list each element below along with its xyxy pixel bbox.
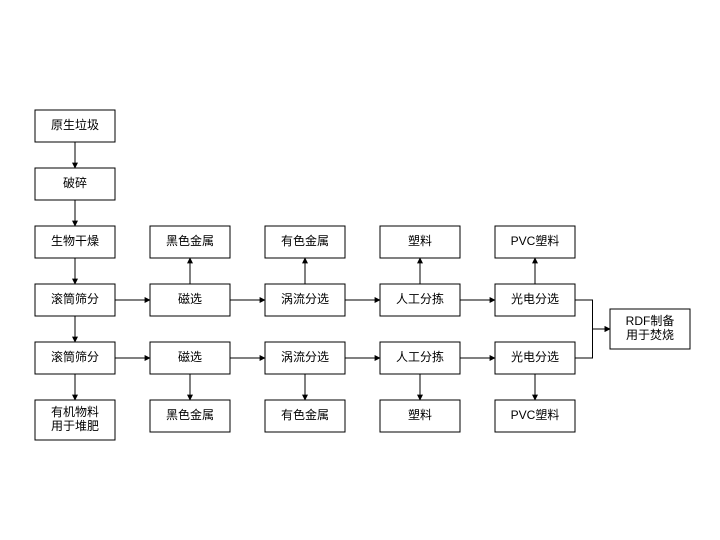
node-o3b: 塑料 bbox=[380, 400, 460, 432]
node-m1a: 磁选 bbox=[150, 284, 230, 316]
node-n3: 生物干燥 bbox=[35, 226, 115, 258]
node-o3a: 塑料 bbox=[380, 226, 460, 258]
node-label: 原生垃圾 bbox=[51, 117, 99, 132]
node-label: 黑色金属 bbox=[166, 407, 214, 422]
node-label: 用于焚烧 bbox=[626, 328, 674, 342]
node-m4a: 光电分选 bbox=[495, 284, 575, 316]
node-label: 滚筒筛分 bbox=[51, 349, 99, 364]
node-label: 黑色金属 bbox=[166, 233, 214, 248]
node-label: 光电分选 bbox=[511, 292, 559, 306]
node-label: 磁选 bbox=[178, 349, 202, 364]
node-label: RDF制备 bbox=[626, 314, 675, 328]
node-m2a: 涡流分选 bbox=[265, 284, 345, 316]
node-o2a: 有色金属 bbox=[265, 226, 345, 258]
node-n4: 滚筒筛分 bbox=[35, 284, 115, 316]
node-n5: 滚筒筛分 bbox=[35, 342, 115, 374]
node-label: 破碎 bbox=[63, 175, 87, 190]
node-n6: 有机物料用于堆肥 bbox=[35, 400, 115, 440]
node-label: PVC塑料 bbox=[511, 233, 560, 248]
node-label: PVC塑料 bbox=[511, 407, 560, 422]
node-label: 磁选 bbox=[178, 291, 202, 306]
node-label: 涡流分选 bbox=[281, 292, 329, 306]
node-m4b: 光电分选 bbox=[495, 342, 575, 374]
node-label: 人工分拣 bbox=[396, 349, 444, 364]
node-label: 有色金属 bbox=[281, 407, 329, 422]
node-m3a: 人工分拣 bbox=[380, 284, 460, 316]
node-label: 塑料 bbox=[408, 407, 432, 422]
node-o1a: 黑色金属 bbox=[150, 226, 230, 258]
node-label: 人工分拣 bbox=[396, 291, 444, 306]
node-label: 有色金属 bbox=[281, 233, 329, 248]
node-label: 光电分选 bbox=[511, 350, 559, 364]
node-label: 生物干燥 bbox=[51, 234, 99, 248]
node-o4b: PVC塑料 bbox=[495, 400, 575, 432]
node-o1b: 黑色金属 bbox=[150, 400, 230, 432]
node-m1b: 磁选 bbox=[150, 342, 230, 374]
node-m2b: 涡流分选 bbox=[265, 342, 345, 374]
edge-m4b-rdf bbox=[575, 329, 610, 358]
node-label: 有机物料 bbox=[51, 405, 99, 419]
node-label: 涡流分选 bbox=[281, 350, 329, 364]
node-m3b: 人工分拣 bbox=[380, 342, 460, 374]
node-o4a: PVC塑料 bbox=[495, 226, 575, 258]
edge-m4a-rdf bbox=[575, 300, 610, 329]
node-o2b: 有色金属 bbox=[265, 400, 345, 432]
flowchart-canvas: 原生垃圾破碎生物干燥滚筒筛分滚筒筛分有机物料用于堆肥磁选磁选黑色金属黑色金属涡流… bbox=[0, 0, 720, 540]
node-label: 塑料 bbox=[408, 233, 432, 248]
node-n1: 原生垃圾 bbox=[35, 110, 115, 142]
node-n2: 破碎 bbox=[35, 168, 115, 200]
node-rdf: RDF制备用于焚烧 bbox=[610, 309, 690, 349]
node-label: 用于堆肥 bbox=[51, 419, 99, 433]
node-label: 滚筒筛分 bbox=[51, 291, 99, 306]
